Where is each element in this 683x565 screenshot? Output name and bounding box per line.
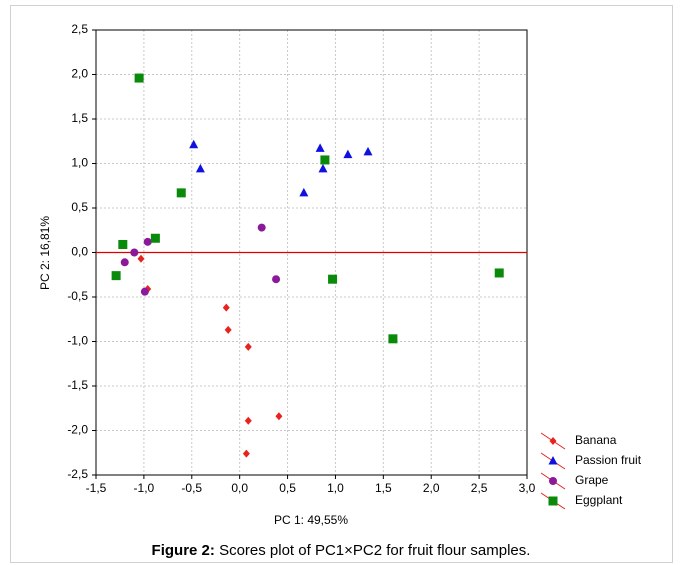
y-tick-label: 2,5: [71, 22, 88, 36]
square-marker: [388, 334, 398, 344]
circle-marker: [257, 223, 266, 232]
legend-label: Passion fruit: [575, 453, 642, 467]
triangle-marker: [315, 143, 325, 152]
square-marker: [328, 274, 338, 284]
x-tick-label: 3,0: [519, 481, 536, 495]
y-tick-label: 0,0: [71, 245, 88, 259]
y-tick-label: 0,5: [71, 200, 88, 214]
square-marker: [134, 73, 144, 83]
circle-marker: [120, 258, 129, 267]
x-tick-label: 1,0: [327, 481, 344, 495]
square-marker: [548, 496, 558, 506]
y-tick-label: -2,0: [67, 423, 88, 437]
triangle-marker: [363, 146, 373, 156]
square-marker: [111, 271, 121, 281]
caption-text: Scores plot of PC1×PC2 for fruit flour s…: [219, 542, 530, 559]
diamond-marker: [244, 342, 252, 351]
triangle-marker: [195, 163, 205, 173]
caption-label: Figure 2:: [152, 542, 215, 559]
diamond-marker: [242, 449, 250, 458]
diamond-marker: [549, 437, 557, 445]
x-tick-label: 0,5: [279, 481, 296, 495]
y-tick-label: -2,5: [67, 467, 88, 481]
x-tick-label: 2,5: [471, 481, 488, 495]
triangle-marker: [318, 163, 328, 173]
legend-label: Grape: [575, 473, 609, 487]
frame: [10, 5, 673, 563]
y-tick-label: -1,5: [67, 378, 88, 392]
square-marker: [494, 268, 504, 278]
diamond-marker: [137, 254, 145, 263]
circle-marker: [130, 248, 139, 257]
y-tick-label: 2,0: [71, 67, 88, 81]
caption: Figure 2: Scores plot of PC1×PC2 for fru…: [152, 542, 531, 559]
diamond-marker: [224, 325, 232, 334]
x-tick-label: 0,0: [231, 481, 248, 495]
y-tick-label: 1,0: [71, 156, 88, 170]
square-marker: [176, 188, 186, 198]
y-tick-label: -1,0: [67, 334, 88, 348]
triangle-marker: [299, 187, 309, 197]
x-axis-label: PC 1: 49,55%: [274, 513, 348, 527]
x-tick-label: 2,0: [423, 481, 440, 495]
y-tick-label: -0,5: [67, 289, 88, 303]
diamond-marker: [275, 412, 283, 421]
y-tick-label: 1,5: [71, 111, 88, 125]
legend-label: Banana: [575, 433, 617, 447]
legend-label: Eggplant: [575, 493, 623, 507]
circle-marker: [140, 287, 149, 296]
x-tick-label: -0,5: [181, 481, 202, 495]
x-tick-label: -1,5: [86, 481, 107, 495]
triangle-marker: [548, 456, 558, 465]
x-tick-label: 1,5: [375, 481, 392, 495]
circle-marker: [143, 237, 152, 246]
y-axis-label: PC 2: 16,81%: [38, 216, 52, 290]
circle-marker: [272, 275, 281, 284]
triangle-marker: [343, 149, 353, 159]
diamond-marker: [222, 303, 230, 312]
square-marker: [320, 155, 330, 165]
square-marker: [150, 233, 160, 243]
square-marker: [118, 239, 128, 249]
triangle-marker: [189, 139, 199, 149]
diamond-marker: [244, 416, 252, 425]
circle-marker: [549, 477, 557, 485]
x-tick-label: -1,0: [134, 481, 155, 495]
